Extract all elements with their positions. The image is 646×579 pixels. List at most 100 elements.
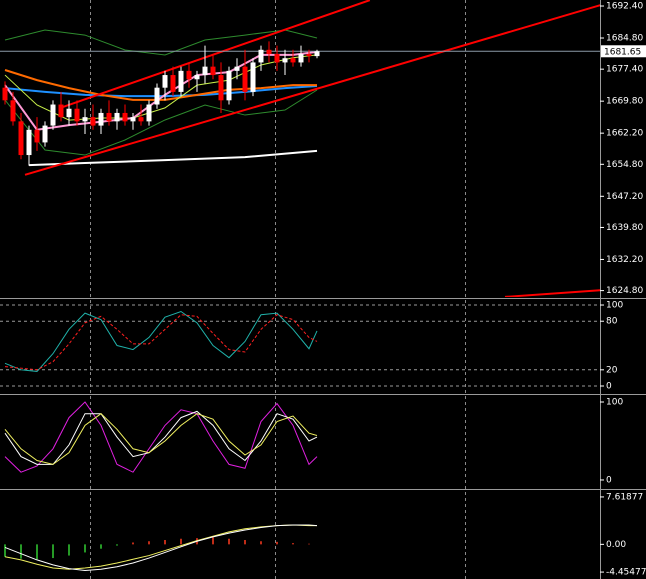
histogram-bar — [276, 541, 278, 545]
price-axis: 7.61877 0.00 -4.45477 — [600, 492, 646, 578]
candle-body — [82, 117, 88, 122]
histogram-bar — [292, 543, 294, 545]
candle-body — [138, 117, 144, 122]
indicator-line — [4, 413, 318, 465]
histogram-bar — [100, 544, 102, 549]
candle-body — [74, 108, 80, 122]
y-tick-label: 0.00 — [606, 540, 626, 550]
candle-body — [106, 112, 112, 122]
candle-body — [18, 121, 24, 156]
histogram-bar — [148, 541, 150, 545]
candle-body — [210, 66, 216, 76]
indicator-line — [4, 401, 318, 473]
current-price-label: 1681.65 — [604, 47, 641, 57]
candle-body — [98, 112, 104, 126]
candle-body — [274, 54, 280, 63]
candle-body — [66, 108, 72, 118]
indicator-line — [504, 289, 600, 297]
candle-body — [226, 70, 232, 101]
y-tick-label: 0 — [606, 382, 612, 392]
indicator-line — [28, 149, 318, 167]
candle-body — [154, 87, 160, 105]
indicator-line — [4, 524, 318, 571]
y-tick-label: 20 — [606, 365, 618, 375]
candle-body — [2, 87, 8, 101]
histogram-bar — [36, 544, 38, 560]
y-tick-label: 1632.20 — [606, 255, 643, 265]
histogram-bar — [68, 544, 70, 556]
y-tick-label: 1677.40 — [606, 65, 643, 75]
price-axis: 1692.40 1684.80 1677.40 1669.80 1662.20 1654.… — [600, 2, 643, 296]
panel-0 — [0, 0, 600, 297]
panel-1 — [4, 310, 318, 372]
indicator-line — [59, 0, 371, 109]
indicator-line — [4, 54, 318, 121]
candle-body — [242, 66, 248, 92]
y-tick-label: 1669.80 — [606, 97, 643, 107]
price-axis: 100 80 20 0 — [600, 301, 623, 392]
candle-body — [266, 49, 272, 55]
indicator-line — [4, 89, 318, 156]
y-tick-label: 7.61877 — [606, 492, 643, 502]
panel-3 — [4, 524, 318, 571]
candle-body — [50, 104, 56, 126]
candle-body — [282, 58, 288, 63]
histogram-bar — [132, 542, 134, 545]
panel-2 — [4, 401, 318, 473]
candle-body — [58, 104, 64, 118]
histogram-bar — [244, 539, 246, 545]
y-tick-label: 1639.80 — [606, 223, 643, 233]
histogram-bar — [308, 543, 310, 545]
y-tick-label: 100 — [606, 301, 623, 311]
candle-body — [122, 112, 128, 122]
histogram-bar — [84, 544, 86, 553]
candle-body — [186, 70, 192, 80]
y-tick-label: 1624.80 — [606, 286, 643, 296]
histogram-bar — [164, 539, 166, 545]
y-tick-label: 80 — [606, 317, 618, 327]
candle-body — [170, 75, 176, 92]
candle-body — [306, 54, 312, 57]
y-tick-label: 0 — [606, 475, 612, 485]
candle-body — [202, 66, 208, 76]
indicator-line — [4, 310, 318, 372]
candle-body — [314, 51, 320, 57]
histogram-bar — [180, 538, 182, 545]
indicator-line — [4, 314, 318, 371]
indicator-line — [4, 524, 317, 570]
candle-body — [194, 75, 200, 80]
histogram-bar — [52, 544, 54, 559]
candle-body — [258, 49, 264, 63]
histogram-bar — [20, 544, 22, 559]
indicator-line — [4, 29, 318, 56]
candle-body — [298, 54, 304, 63]
price-axis: 100 0 — [600, 398, 623, 485]
histogram-bar — [4, 544, 6, 557]
y-tick-label: 1684.80 — [606, 34, 643, 44]
candle-body — [146, 104, 152, 122]
candle-body — [130, 117, 136, 122]
candle-body — [234, 66, 240, 71]
candle-body — [178, 70, 184, 92]
y-tick-label: 100 — [606, 398, 623, 408]
candle-body — [42, 125, 48, 143]
histogram-bar — [228, 538, 230, 545]
candle-body — [90, 117, 96, 126]
candle-body — [34, 129, 40, 143]
y-tick-label: -4.45477 — [606, 568, 646, 578]
candle-body — [290, 58, 296, 63]
current-price-box — [601, 45, 646, 58]
y-tick-label: 1692.40 — [606, 2, 643, 12]
candle-body — [114, 112, 120, 122]
indicator-line — [4, 410, 318, 465]
y-tick-label: 1647.20 — [606, 192, 643, 202]
candle-body — [218, 75, 224, 101]
candle-body — [162, 75, 168, 88]
y-tick-label: 1654.80 — [606, 160, 643, 170]
histogram-bar — [212, 537, 214, 545]
candle-body — [250, 62, 256, 92]
candle-body — [26, 129, 32, 156]
indicator-line — [24, 4, 600, 176]
